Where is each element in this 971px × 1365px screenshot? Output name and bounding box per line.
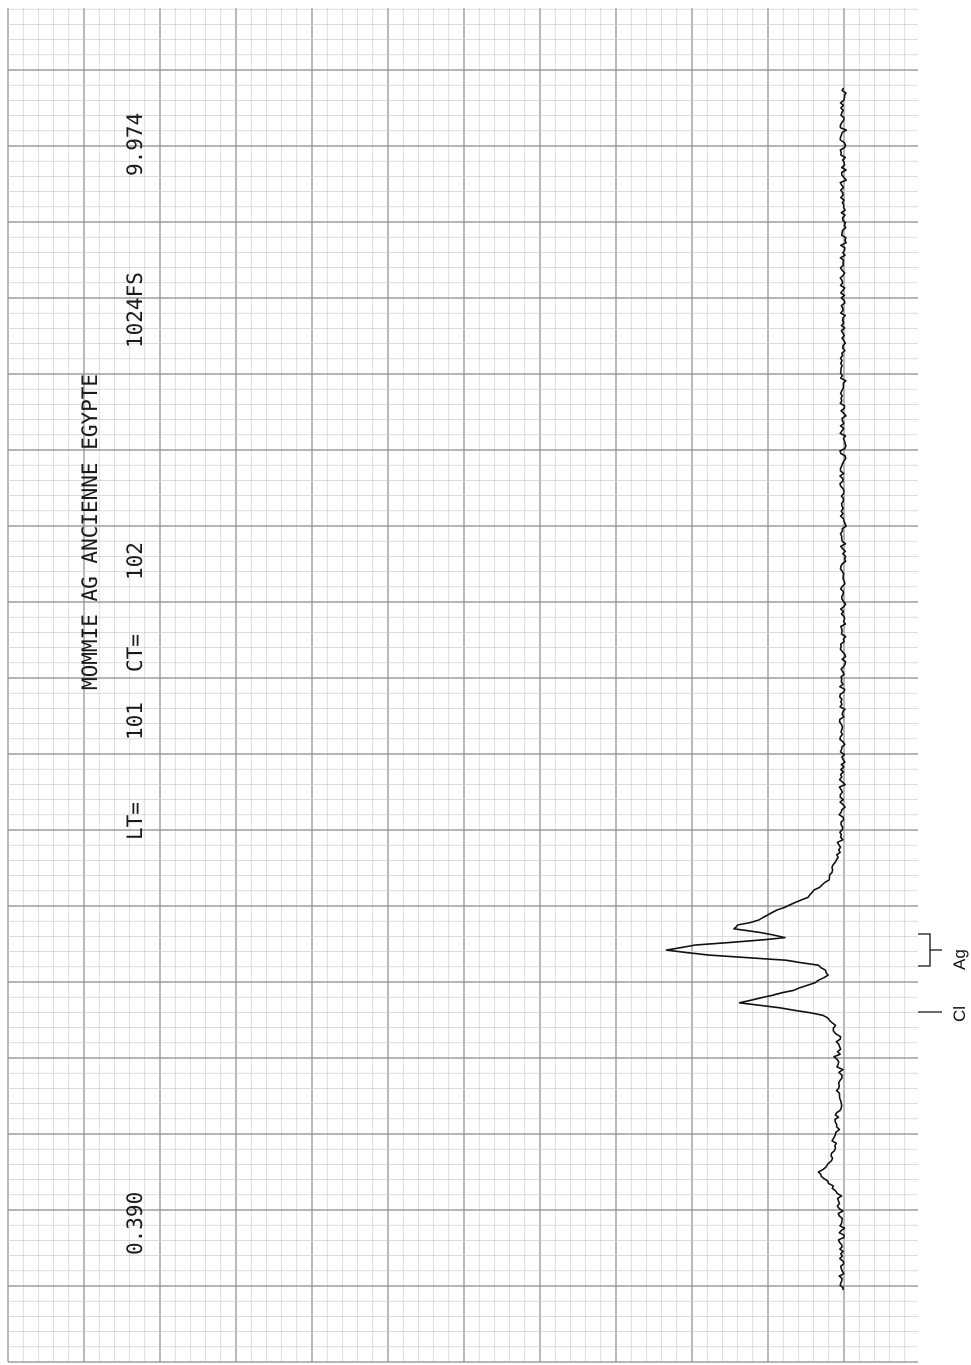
- header-printout: MOMMIE AG ANCIENNE EGYPTE LT= 101 CT= 10…: [78, 113, 147, 1255]
- start-energy-label: 0.390: [123, 1192, 147, 1255]
- ag-bracket: [918, 933, 942, 967]
- fullscale-label: 1024FS: [123, 272, 147, 348]
- cl-peak-label: Cl: [950, 1006, 969, 1022]
- ct-value: 102: [123, 542, 147, 580]
- lt-value: 101: [123, 702, 147, 740]
- end-energy-label: 9.974: [123, 113, 147, 176]
- grid: [7, 8, 918, 1363]
- ag-peak-label: Ag: [950, 949, 969, 970]
- ct-label: CT=: [123, 634, 147, 672]
- lt-label: LT=: [123, 802, 147, 840]
- spectrum-trace: [665, 87, 848, 1291]
- spectrum-series-line: [665, 87, 848, 1291]
- peak-annotations: Cl Ag: [918, 933, 969, 1022]
- chart-title: MOMMIE AG ANCIENNE EGYPTE: [78, 374, 102, 690]
